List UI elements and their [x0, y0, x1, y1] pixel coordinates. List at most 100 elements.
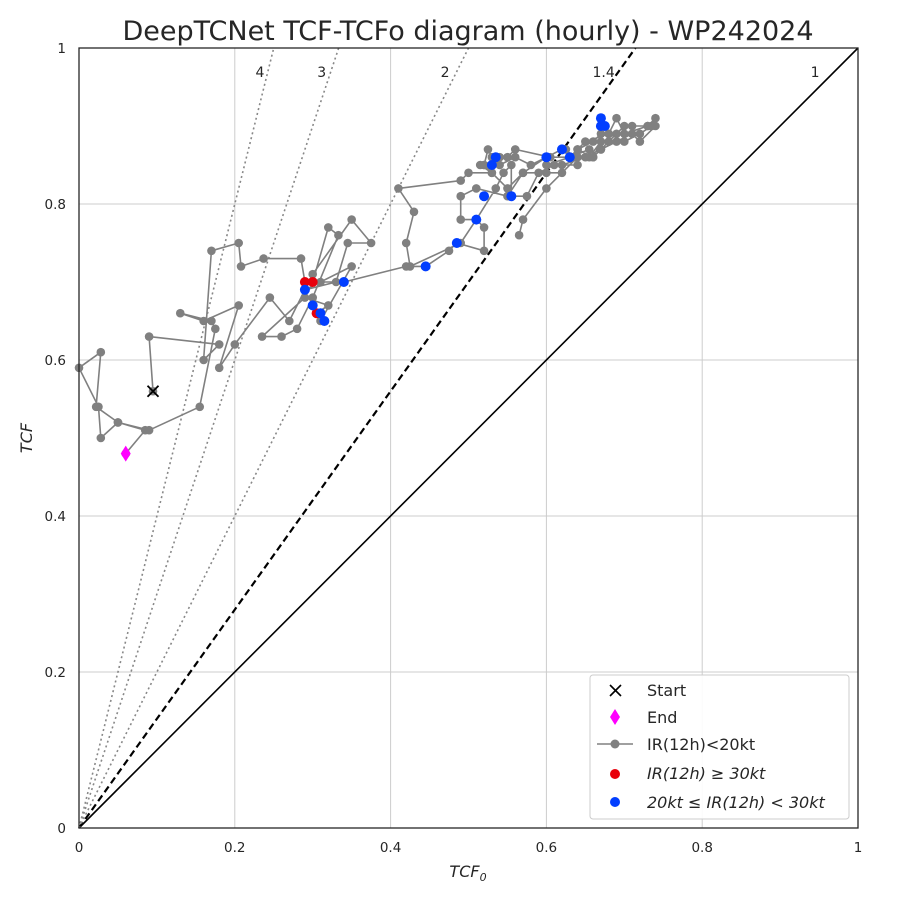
- track-point-0-12: [334, 230, 343, 240]
- legend-label-moderate: 20kt ≤ IR(12h) < 30kt: [647, 793, 826, 812]
- x-axis-label-main: TCF: [449, 862, 480, 881]
- track-point-1-85: [620, 121, 629, 131]
- y-tick-label-2: 0.4: [45, 509, 66, 525]
- track-point-1-60: [596, 137, 606, 146]
- track-point-1-89: [588, 152, 598, 162]
- legend-marker-moderate: [610, 797, 620, 807]
- track-point-1-46: [401, 238, 411, 248]
- track-point-0-33: [199, 316, 208, 326]
- track-point-0-4: [207, 246, 216, 256]
- track-point-1-66: [510, 145, 520, 154]
- track-point-1-82: [651, 121, 660, 131]
- track-point-1-24: [620, 137, 629, 146]
- track-point-0-13: [308, 293, 318, 302]
- track-point-0-31: [214, 363, 224, 373]
- track-point-0-3: [199, 355, 208, 365]
- track-point-0-46: [140, 425, 150, 435]
- y-axis-label: TCF: [17, 422, 36, 453]
- track-line-0: [78, 218, 372, 455]
- track-point-0-35: [207, 316, 216, 326]
- ratio-labels: 1 1.4 2 3 4: [256, 65, 820, 81]
- track-point-0-32: [234, 301, 243, 310]
- track-point-1-43: [456, 176, 466, 185]
- moderate-point-11: [506, 191, 517, 202]
- data-points: [74, 113, 660, 462]
- x-tick-label-1: 0.2: [224, 840, 245, 856]
- track-point-1-74: [542, 168, 551, 178]
- track-point-0-5: [234, 238, 243, 248]
- track-point-1-58: [573, 145, 582, 154]
- track-point-1-19: [588, 137, 598, 146]
- track-point-1-36: [510, 152, 520, 162]
- track-point-0-37: [195, 402, 205, 412]
- grid: [78, 47, 859, 829]
- track-point-0-7: [259, 254, 268, 263]
- track-point-1-27: [651, 113, 660, 123]
- x-axis-label-subscript: 0: [480, 871, 487, 884]
- plot-frame: [78, 47, 859, 829]
- legend: Start End IR(12h)<20kt IR(12h) ≥ 30kt 20…: [589, 674, 850, 820]
- track-point-0-15: [277, 332, 286, 341]
- track-point-1-75: [557, 168, 567, 178]
- track-point-0-28: [285, 316, 294, 326]
- legend-marker-strong: [610, 769, 620, 779]
- track-point-0-26: [347, 215, 356, 224]
- track-point-1-64: [542, 160, 551, 170]
- moderate-point-13: [556, 144, 567, 155]
- track-point-1-20: [596, 129, 606, 139]
- track-point-1-83: [643, 121, 652, 131]
- reference-line-label-1: 1.4: [592, 65, 614, 81]
- reference-line-3: [78, 47, 340, 829]
- track-point-1-76: [557, 160, 567, 170]
- moderate-point-1: [307, 300, 318, 311]
- end-marker: [120, 445, 131, 462]
- track-point-1-29: [620, 129, 629, 139]
- track-point-0-23: [331, 277, 341, 287]
- track-point-1-30: [612, 113, 621, 123]
- reference-line-label-2: 2: [441, 65, 450, 81]
- moderate-point-12: [541, 152, 552, 163]
- moderate-point-16: [595, 113, 606, 124]
- track-point-1-57: [573, 160, 582, 170]
- legend-label-end: End: [647, 708, 677, 727]
- moderate-point-8: [479, 191, 490, 202]
- track-point-1-37: [495, 160, 504, 170]
- track-point-1-84: [627, 121, 637, 131]
- track-point-1-45: [409, 207, 419, 217]
- y-tick-label-3: 0.6: [45, 353, 66, 369]
- track-point-1-31: [604, 129, 614, 139]
- legend-marker-end: [610, 709, 620, 725]
- x-tick-label-0: 0: [75, 840, 84, 856]
- moderate-point-9: [486, 160, 497, 170]
- start-marker-stroke-b: [146, 385, 160, 398]
- track-point-1-9: [456, 215, 466, 224]
- y-tick-label-4: 0.8: [45, 197, 66, 213]
- track-point-1-73: [518, 168, 528, 178]
- chart-title: DeepTCNet TCF-TCFo diagram (hourly) - WP…: [122, 16, 813, 47]
- y-tick-label-1: 0.2: [45, 665, 66, 681]
- track-point-0-41: [96, 347, 106, 357]
- track-point-1-39: [483, 145, 493, 154]
- track-point-1-79: [612, 137, 621, 146]
- legend-label-track: IR(12h)<20kt: [647, 735, 755, 754]
- reference-line-1: [78, 47, 637, 829]
- reference-line-label-0: 1: [811, 65, 820, 81]
- moderate-point-10: [490, 152, 501, 163]
- moderate-point-17: [599, 121, 610, 131]
- track-point-0-44: [96, 433, 106, 443]
- y-tick-label-5: 1: [57, 41, 66, 57]
- track-point-0-36: [211, 324, 220, 334]
- track-point-1-25: [635, 129, 645, 139]
- track-point-1-67: [503, 152, 512, 162]
- start-marker: [146, 385, 160, 398]
- legend-marker-start: [609, 684, 622, 697]
- moderate-point-14: [564, 152, 575, 163]
- track-point-1-77: [581, 152, 590, 162]
- moderate-point-0: [299, 284, 310, 295]
- reference-lines: [78, 47, 859, 829]
- x-tick-label-5: 1: [854, 840, 863, 856]
- track-point-1-88: [596, 145, 606, 154]
- track-point-1-7: [479, 223, 489, 232]
- x-tick-label-4: 0.8: [691, 840, 712, 856]
